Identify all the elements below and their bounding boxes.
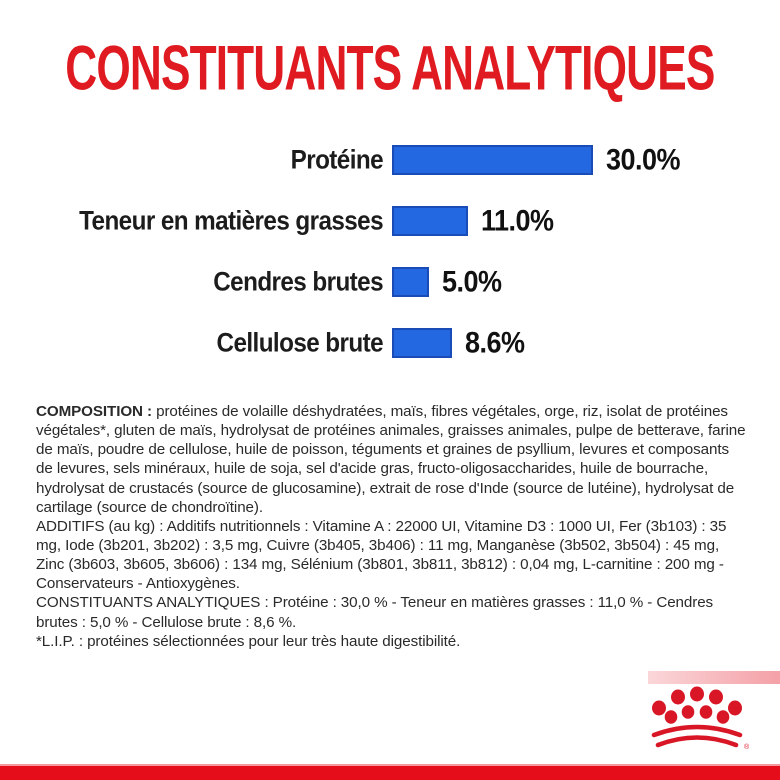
legal-text-block: COMPOSITION : protéines de volaille désh…: [36, 402, 748, 651]
constituants-summary-paragraph: CONSTITUANTS ANALYTIQUES : Protéine : 30…: [36, 594, 714, 631]
bar-value: 5.0%: [442, 265, 502, 298]
bar-value: 11.0%: [481, 204, 554, 237]
bar-label: Protéine: [290, 144, 384, 175]
composition-label: COMPOSITION :: [36, 403, 157, 420]
registered-mark: ®: [744, 743, 750, 751]
bar-label: Cellulose brute: [216, 327, 384, 358]
chart-row-matieres-grasses: Teneur en matières grasses 11.0%: [0, 204, 780, 237]
bar-value: 8.6%: [465, 326, 525, 359]
bar-label: Cendres brutes: [213, 266, 383, 297]
bar-cellulose-brute: [392, 328, 452, 358]
bar-label: Teneur en matières grasses: [79, 205, 383, 236]
crown-base-arc-1: [651, 724, 743, 738]
additifs-paragraph: ADDITIFS (au kg) : Additifs nutritionnel…: [36, 517, 727, 593]
bar-value: 30.0%: [606, 143, 681, 176]
composition-text: protéines de volaille déshydratées, maïs…: [36, 403, 746, 516]
pink-stripe-decoration: [648, 671, 780, 684]
crown-base-arc-2: [655, 735, 739, 748]
bar-proteine: [392, 145, 593, 175]
header: CONSTITUANTS ANALYTIQUES: [0, 33, 780, 105]
chart-row-cendres-brutes: Cendres brutes 5.0%: [0, 265, 780, 298]
page-title: CONSTITUANTS ANALYTIQUES: [65, 33, 715, 105]
analytical-constituents-chart: Protéine 30.0% Teneur en matières grasse…: [0, 143, 780, 390]
chart-row-proteine: Protéine 30.0%: [0, 143, 780, 176]
lip-footnote: *L.I.P. : protéines sélectionnées pour l…: [36, 632, 461, 650]
bottom-red-bar: [0, 764, 780, 780]
bar-cendres-brutes: [392, 267, 429, 297]
chart-row-cellulose-brute: Cellulose brute 8.6%: [0, 326, 780, 359]
bar-matieres-grasses: [392, 206, 468, 236]
composition-paragraph: COMPOSITION : protéines de volaille désh…: [36, 402, 748, 517]
royal-canin-crown-logo: ®: [651, 686, 750, 751]
